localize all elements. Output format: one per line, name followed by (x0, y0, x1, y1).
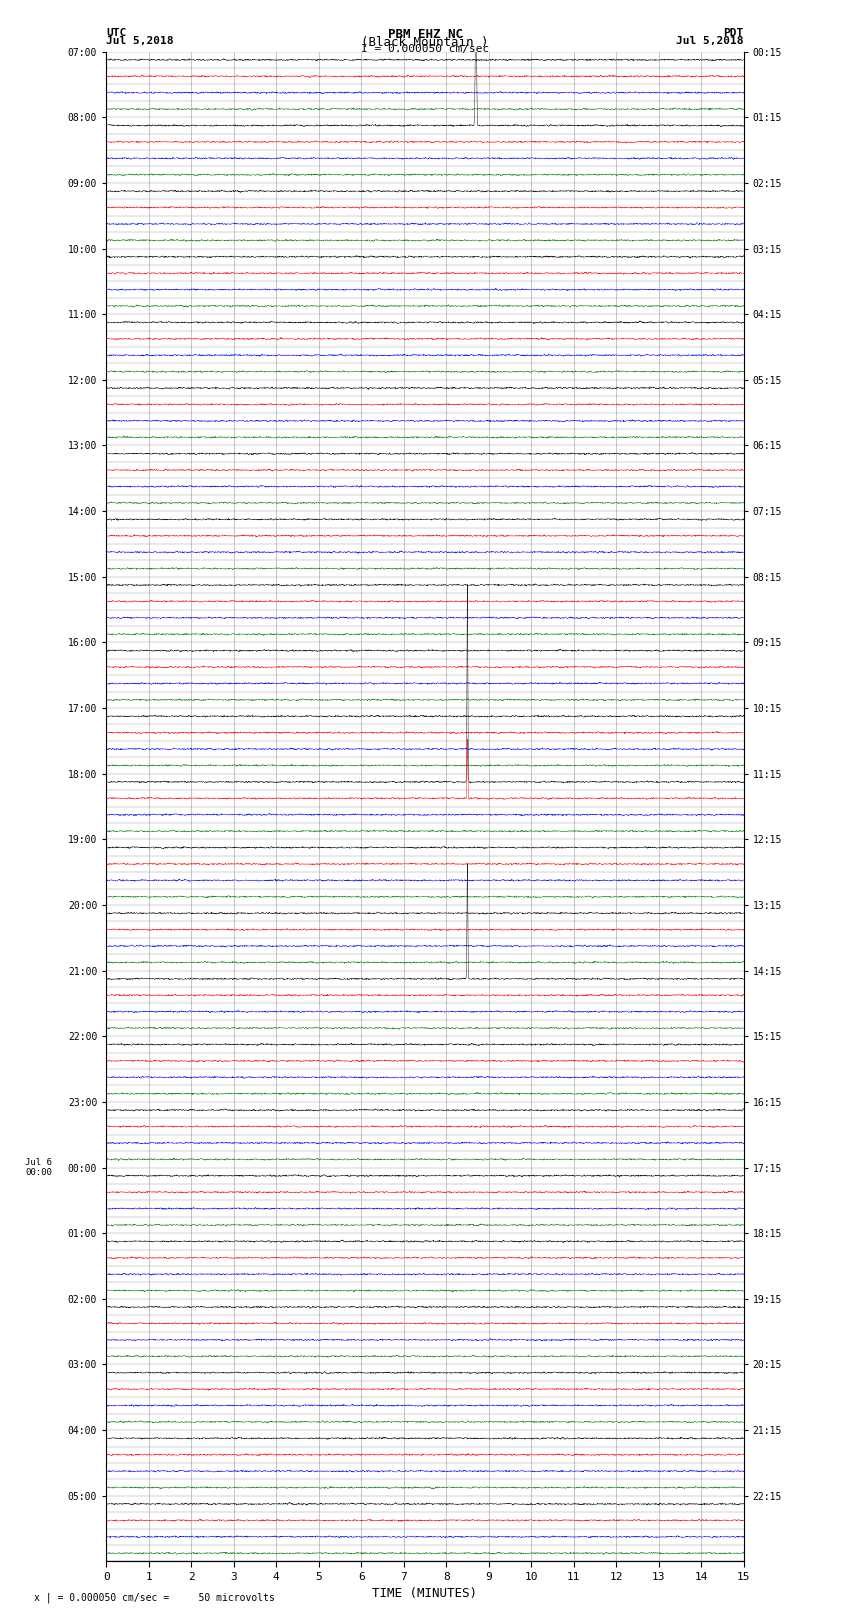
Text: x | = 0.000050 cm/sec =     50 microvolts: x | = 0.000050 cm/sec = 50 microvolts (34, 1592, 275, 1603)
Text: UTC: UTC (106, 29, 127, 39)
Text: I = 0.000050 cm/sec: I = 0.000050 cm/sec (361, 44, 489, 55)
Text: Jul 5,2018: Jul 5,2018 (677, 37, 744, 47)
Text: PDT: PDT (723, 29, 744, 39)
Text: PBM EHZ NC: PBM EHZ NC (388, 29, 462, 42)
Text: Jul 6
00:00: Jul 6 00:00 (26, 1158, 52, 1177)
Text: (Black Mountain ): (Black Mountain ) (361, 37, 489, 50)
X-axis label: TIME (MINUTES): TIME (MINUTES) (372, 1587, 478, 1600)
Text: Jul 5,2018: Jul 5,2018 (106, 37, 173, 47)
